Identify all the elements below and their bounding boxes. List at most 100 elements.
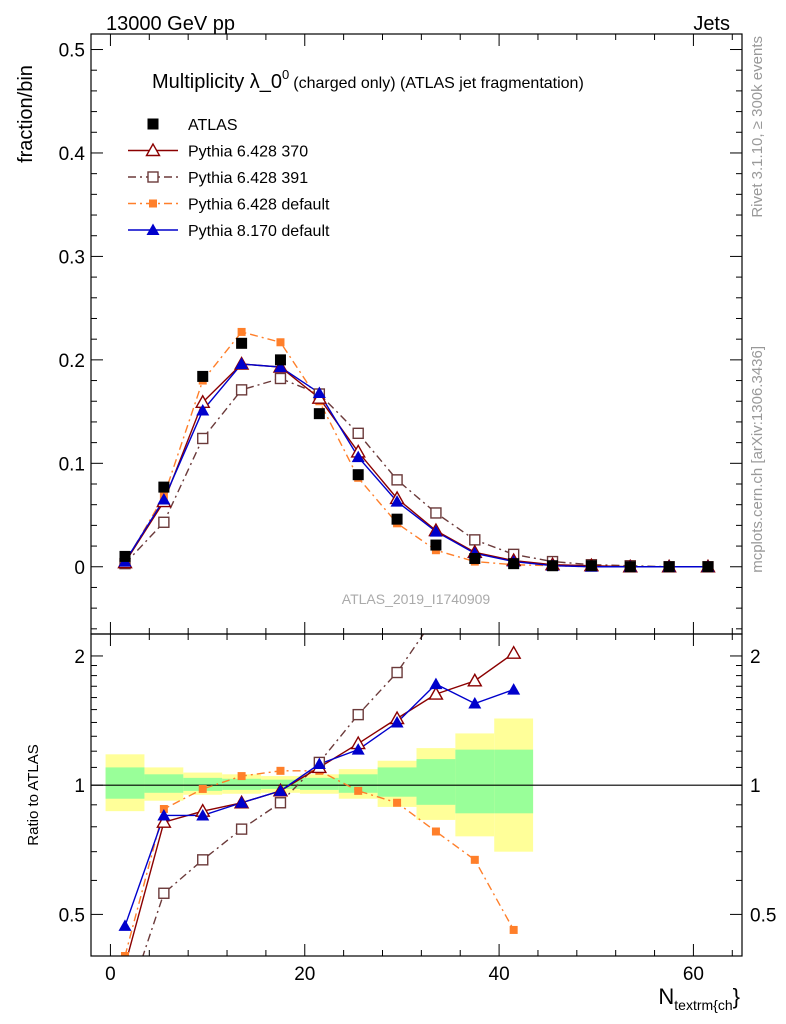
ratio-point-pythia-6-428-391 <box>274 797 287 809</box>
data-point-pythia-8-170-default <box>390 495 404 507</box>
uncertainty-band-inner <box>377 767 417 797</box>
data-point-atlas <box>508 558 520 570</box>
data-point-pythia-6-428-391 <box>391 474 403 486</box>
data-point-pythia-6-428-391 <box>352 427 364 440</box>
ratio-line-pythia-6-428-default <box>124 770 515 956</box>
ratio-point-pythia-6-428-370 <box>505 645 522 659</box>
ratio-point-pythia-6-428-default <box>470 855 479 864</box>
main-y-tick-label: 0.4 <box>59 144 86 165</box>
main-title: Multiplicity λ_00 (charged only) (ATLAS j… <box>152 67 584 93</box>
ratio-point-pythia-8-170-default <box>273 784 287 796</box>
uncertainty-band-inner <box>338 774 378 793</box>
ratio-point-pythia-6-428-370 <box>156 814 172 828</box>
data-point-atlas <box>547 560 559 572</box>
data-point-atlas <box>391 513 403 525</box>
ratio-point-pythia-8-170-default <box>196 808 210 821</box>
data-point-pythia-6-428-default <box>237 327 246 336</box>
ratio-y-tick-label: 1 <box>74 776 85 797</box>
data-point-atlas <box>274 354 286 366</box>
main-title-suffix: (charged only) (ATLAS jet fragmentation) <box>293 75 584 92</box>
legend-entry-label: Pythia 6.428 370 <box>188 144 308 161</box>
ratio-point-pythia-6-428-default <box>354 786 363 795</box>
x-axis-label-suffix: } <box>733 984 740 1009</box>
data-point-pythia-6-428-391 <box>235 384 248 396</box>
uncertainty-band-inner <box>105 767 145 799</box>
ratio-y-tick-label: 2 <box>74 647 85 668</box>
ratio-point-pythia-6-428-391 <box>158 887 170 899</box>
ratio-y-tick-label-right: 1 <box>750 776 761 797</box>
ratio-point-pythia-8-170-default <box>351 743 365 755</box>
ratio-point-pythia-8-170-default <box>468 696 482 709</box>
data-point-pythia-8-170-default <box>351 450 365 463</box>
mcplots-reference-text: mcplots.cern.ch [arXiv:1306.3436] <box>749 346 766 573</box>
x-tick-label: 20 <box>294 964 315 985</box>
ratio-point-pythia-6-428-default <box>121 952 130 956</box>
data-point-atlas <box>702 561 714 573</box>
x-axis-label: Ntextrm{ch} <box>658 984 740 1013</box>
ratio-point-pythia-6-428-default <box>276 766 285 775</box>
legend-entry-label: Pythia 8.170 default <box>188 223 330 240</box>
main-y-tick-label: 0.2 <box>59 351 85 372</box>
data-point-pythia-6-428-391 <box>197 432 209 445</box>
ratio-point-pythia-8-170-default <box>312 757 326 770</box>
legend-marker <box>145 142 161 157</box>
main-title-text: Multiplicity λ_00 (charged only) (ATLAS j… <box>152 67 584 93</box>
series-line-pythia-6-428-391 <box>124 377 708 568</box>
ratio-point-pythia-8-170-default <box>157 808 171 821</box>
header-right-text: Jets <box>693 13 730 35</box>
data-point-pythia-8-170-default <box>273 360 287 373</box>
data-point-atlas <box>352 469 364 481</box>
legend-marker <box>146 223 160 235</box>
data-point-atlas <box>236 337 248 349</box>
data-point-pythia-8-170-default <box>312 386 326 398</box>
uncertainty-band-inner <box>494 749 534 814</box>
x-axis-label-main: N <box>658 984 674 1009</box>
ratio-point-pythia-6-428-default <box>198 784 207 793</box>
ratio-point-pythia-8-170-default <box>507 683 521 695</box>
ratio-y-axis-label: Ratio to ATLAS <box>25 744 42 845</box>
header: 13000 GeV pp Jets <box>106 13 730 35</box>
main-title-superscript: 0 <box>282 67 289 82</box>
ratio-point-pythia-8-170-default <box>118 919 132 931</box>
data-point-pythia-8-170-default <box>196 404 210 416</box>
data-point-atlas <box>430 539 442 551</box>
legend: ATLAS Pythia 6.428 370 Pythia 6.428 391 Pyt… <box>128 117 330 240</box>
ratio-point-pythia-6-428-391 <box>235 823 248 835</box>
data-point-pythia-8-170-default <box>429 525 443 537</box>
data-point-atlas <box>158 481 170 493</box>
legend-entry-label: Pythia 6.428 391 <box>188 170 308 187</box>
main-y-axis-label: fraction/bin <box>15 65 37 163</box>
main-title-main: Multiplicity λ_0 <box>152 71 282 93</box>
uncertainty-band-inner <box>144 774 184 793</box>
data-point-pythia-6-428-391 <box>274 372 287 385</box>
data-point-atlas <box>313 408 325 420</box>
legend-marker <box>147 118 159 130</box>
uncertainty-band-inner <box>222 778 262 790</box>
data-point-atlas <box>585 560 597 572</box>
ratio-y-tick-label: 0.5 <box>59 905 85 926</box>
data-point-pythia-6-428-391 <box>469 534 481 546</box>
data-point-atlas <box>119 550 131 562</box>
ratio-y-tick-label-right: 0.5 <box>750 905 776 926</box>
data-point-pythia-8-170-default <box>235 357 249 369</box>
main-y-tick-label: 0.5 <box>59 41 85 62</box>
ratio-point-pythia-6-428-default <box>509 925 518 934</box>
data-point-atlas <box>469 552 481 564</box>
ratio-point-pythia-8-170-default <box>429 677 443 690</box>
uncertainty-band-inner <box>455 749 495 814</box>
ratio-point-pythia-6-428-default <box>393 798 402 807</box>
data-point-pythia-8-170-default <box>157 493 171 505</box>
series-line-pythia-6-428-default <box>124 331 708 568</box>
ratio-point-pythia-6-428-391 <box>391 666 403 679</box>
data-point-pythia-6-428-391 <box>158 516 170 528</box>
ratio-plot-panel: Ratio to ATLAS 0.5 0.51 12 20 20 40 60 Ntextrm… <box>25 633 776 1013</box>
ratio-point-pythia-6-428-370 <box>428 686 444 700</box>
ratio-point-pythia-8-170-default <box>390 715 404 728</box>
ratio-point-pythia-6-428-370 <box>467 672 483 687</box>
x-tick-label: 40 <box>489 964 510 985</box>
uncertainty-band-inner <box>416 759 456 805</box>
data-point-atlas <box>197 370 209 382</box>
uncertainty-band-inner <box>299 777 339 790</box>
data-point-pythia-6-428-391 <box>430 507 442 519</box>
